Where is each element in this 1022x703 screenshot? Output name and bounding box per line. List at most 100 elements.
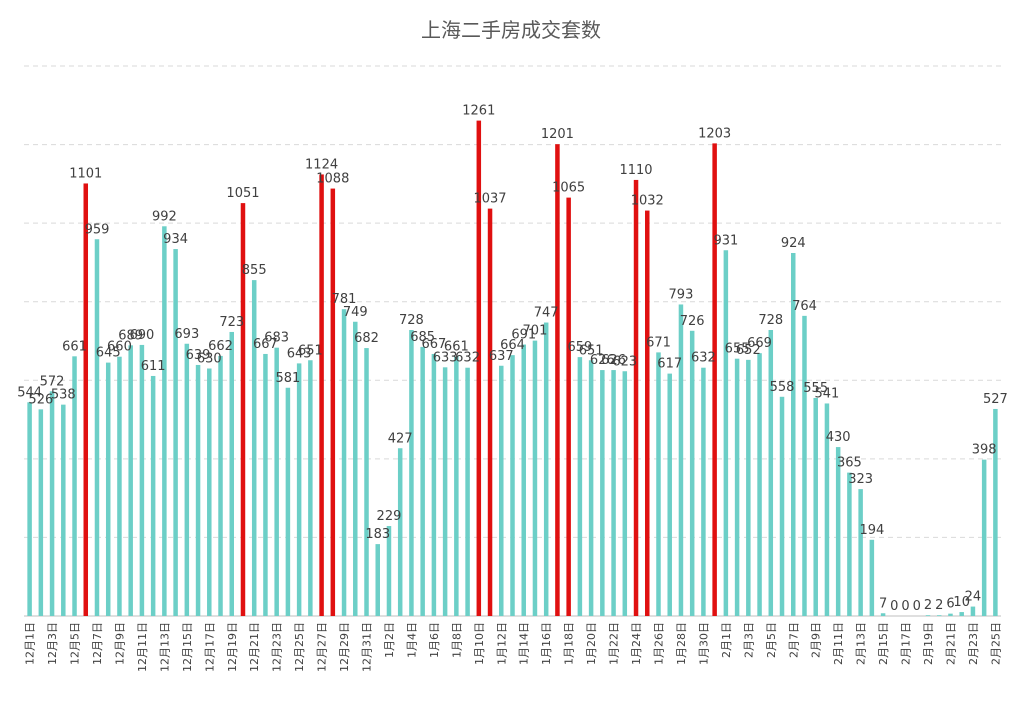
tick-label-layer: 12月1日 12月3日 12月5日 12月7日 12月9日 12月11日 12月13日 12月… xyxy=(24,622,1003,672)
bar-1月1日 xyxy=(375,544,380,616)
data-label: 645 xyxy=(96,346,121,361)
x-tick-label: 12月9日 xyxy=(113,622,126,665)
x-tick-label: 1月26日 xyxy=(652,622,665,665)
x-tick-label: 1月14日 xyxy=(518,622,531,665)
data-label: 229 xyxy=(377,509,402,524)
x-tick-label: 12月25日 xyxy=(293,622,306,672)
data-label: 541 xyxy=(815,386,840,401)
data-label: 664 xyxy=(500,338,525,353)
data-label: 617 xyxy=(657,357,682,372)
bar-12月21日 xyxy=(251,280,257,616)
bar-1月9日 xyxy=(465,367,470,616)
data-label: 931 xyxy=(713,233,738,248)
bar-12月11日 xyxy=(139,344,145,616)
bar-2月24日 xyxy=(981,459,987,616)
data-label: 1032 xyxy=(631,194,664,209)
bar-1月24日 xyxy=(633,179,639,616)
data-label: 723 xyxy=(219,315,244,330)
x-tick-label: 1月24日 xyxy=(630,622,643,665)
data-label: 632 xyxy=(691,351,716,366)
data-label: 662 xyxy=(208,339,233,354)
data-label: 781 xyxy=(332,292,357,307)
data-label: 671 xyxy=(646,335,671,350)
x-tick-label: 1月22日 xyxy=(608,622,621,665)
bar-12月18日 xyxy=(218,355,223,616)
bar-12月26日 xyxy=(308,360,313,616)
bar-2月3日 xyxy=(746,359,751,616)
bar-1月22日 xyxy=(611,370,616,616)
data-label: 661 xyxy=(62,339,87,354)
bar-1月18日 xyxy=(566,197,571,617)
x-tick-label: 1月20日 xyxy=(585,622,598,665)
bar-12月19日 xyxy=(229,331,234,616)
data-label: 323 xyxy=(848,472,873,487)
bar-1月16日 xyxy=(543,322,549,616)
data-label: 1110 xyxy=(619,163,652,178)
data-label: 630 xyxy=(197,352,222,367)
data-label: 764 xyxy=(792,299,817,314)
bar-2月4日 xyxy=(757,353,762,616)
data-label: 1088 xyxy=(316,172,349,187)
bar-2月22日 xyxy=(959,612,964,616)
bar-1月23日 xyxy=(622,371,628,616)
bar-2月10日 xyxy=(824,403,830,616)
bar-12月4日 xyxy=(61,404,66,616)
x-tick-label: 2月9日 xyxy=(810,622,823,658)
x-tick-label: 1月2日 xyxy=(383,622,396,658)
bar-1月11日 xyxy=(487,208,493,617)
x-tick-label: 12月21日 xyxy=(248,622,261,672)
data-label: 1037 xyxy=(473,192,506,207)
bar-1月14日 xyxy=(521,344,526,616)
data-label: 7 xyxy=(879,596,887,611)
data-label: 655 xyxy=(725,342,750,357)
bar-1月26日 xyxy=(656,352,661,616)
data-label: 747 xyxy=(534,306,559,321)
x-tick-label: 1月18日 xyxy=(563,622,576,665)
bar-12月28日 xyxy=(330,188,336,616)
x-tick-label: 12月7日 xyxy=(91,622,104,665)
bar-12月27日 xyxy=(319,174,324,616)
bar-1月4日 xyxy=(409,330,414,616)
bar-2月7日 xyxy=(791,253,796,616)
data-label: 651 xyxy=(579,343,604,358)
x-tick-label: 1月6日 xyxy=(428,622,441,658)
bar-2月12日 xyxy=(847,472,852,616)
data-label: 0 xyxy=(901,599,909,614)
data-label: 728 xyxy=(758,313,783,328)
x-tick-label: 12月3日 xyxy=(46,622,59,665)
data-label: 682 xyxy=(354,331,379,346)
data-label: 24 xyxy=(965,590,982,605)
data-label: 934 xyxy=(163,232,188,247)
data-label: 1101 xyxy=(69,166,102,181)
bar-1月21日 xyxy=(600,370,605,616)
bar-1月7日 xyxy=(442,367,448,616)
data-label: 855 xyxy=(242,263,267,278)
x-tick-label: 1月8日 xyxy=(450,622,463,658)
bar-1月29日 xyxy=(689,330,695,616)
data-label: 632 xyxy=(455,351,480,366)
bar-12月25日 xyxy=(296,363,302,616)
x-tick-label: 2月3日 xyxy=(742,622,755,658)
data-label: 643 xyxy=(287,346,312,361)
bar-1月13日 xyxy=(510,355,515,616)
data-label: 2 xyxy=(924,598,932,613)
bar-12月15日 xyxy=(184,343,190,616)
x-tick-label: 2月15日 xyxy=(877,622,890,665)
data-label: 924 xyxy=(781,236,806,251)
data-label: 992 xyxy=(152,209,177,224)
bar-12月22日 xyxy=(263,353,268,616)
data-label: 427 xyxy=(388,431,413,446)
bar-12月29日 xyxy=(341,309,347,616)
data-label: 749 xyxy=(343,305,368,320)
x-tick-label: 12月13日 xyxy=(158,622,171,672)
data-label: 572 xyxy=(40,374,65,389)
data-label: 10 xyxy=(953,595,970,610)
data-label: 0 xyxy=(913,599,921,614)
bar-2月13日 xyxy=(858,489,863,616)
data-label: 1203 xyxy=(698,126,731,141)
bar-2月2日 xyxy=(734,358,740,616)
data-label: 690 xyxy=(129,328,154,343)
data-label: 626 xyxy=(590,353,615,368)
x-tick-label: 12月29日 xyxy=(338,622,351,672)
